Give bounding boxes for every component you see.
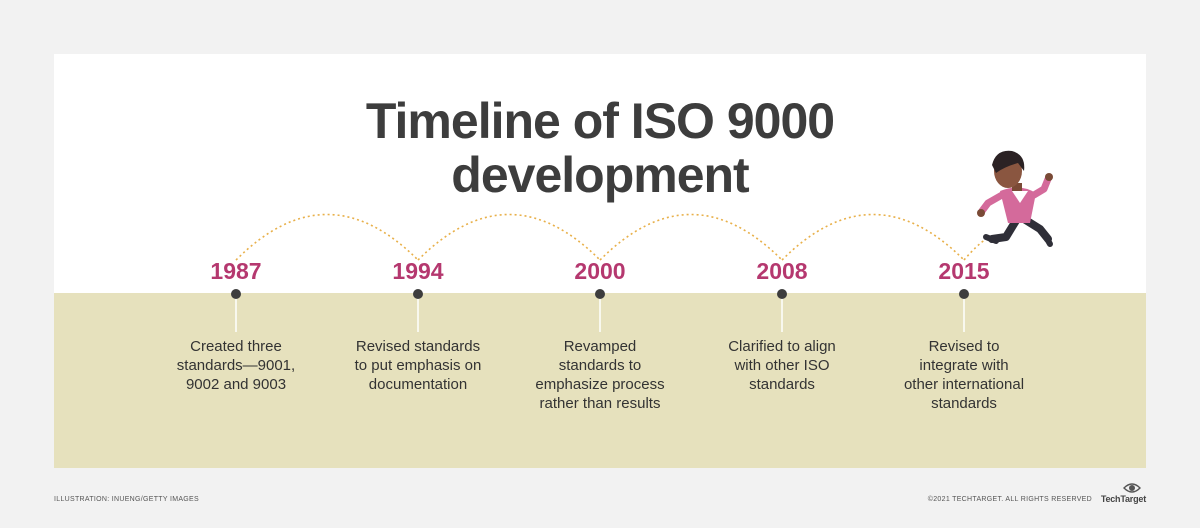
milestone-description: Clarified to align with other ISO standa… <box>728 338 836 393</box>
year-label: 1994 <box>392 258 444 284</box>
title-line-1: Timeline of ISO 9000 <box>365 93 835 149</box>
running-person-illustration <box>977 150 1053 247</box>
brand-name: TechTarget <box>1100 494 1146 504</box>
dot-1994 <box>413 289 423 299</box>
page-title: Timeline of ISO 9000 development <box>54 94 1146 202</box>
milestone-description: Revised standards to put emphasis on doc… <box>354 338 482 393</box>
year-label: 2015 <box>938 258 990 284</box>
techtarget-logo: TechTarget <box>1094 480 1146 510</box>
title-line-2: development <box>451 147 749 203</box>
milestone-description: Revised to integrate with other internat… <box>903 338 1025 412</box>
milestone-description: Created three standards—9001, 9002 and 9… <box>176 338 296 393</box>
dot-2000 <box>595 289 605 299</box>
year-label: 2000 <box>574 258 626 284</box>
copyright-notice: ©2021 TECHTARGET. ALL RIGHTS RESERVED <box>927 496 1092 503</box>
timeline-card: Timeline of ISO 9000 development <box>54 54 1146 468</box>
dot-2015 <box>959 289 969 299</box>
arc-3 <box>599 213 783 261</box>
arc-2 <box>417 213 601 261</box>
illustration-credit: ILLUSTRATION: INUENG/GETTY IMAGES <box>54 496 199 503</box>
year-label: 2008 <box>756 258 808 284</box>
arc-4 <box>781 213 965 261</box>
timeline-graphic <box>231 150 1053 332</box>
dot-2008 <box>777 289 787 299</box>
arc-5 <box>963 238 987 261</box>
arc-1 <box>235 213 419 261</box>
milestone-markers <box>231 289 969 332</box>
techtarget-eye-icon <box>1123 483 1141 493</box>
dot-1987 <box>231 289 241 299</box>
year-label: 1987 <box>210 258 262 284</box>
milestone-description: Revamped standards to emphasize process … <box>535 338 665 412</box>
